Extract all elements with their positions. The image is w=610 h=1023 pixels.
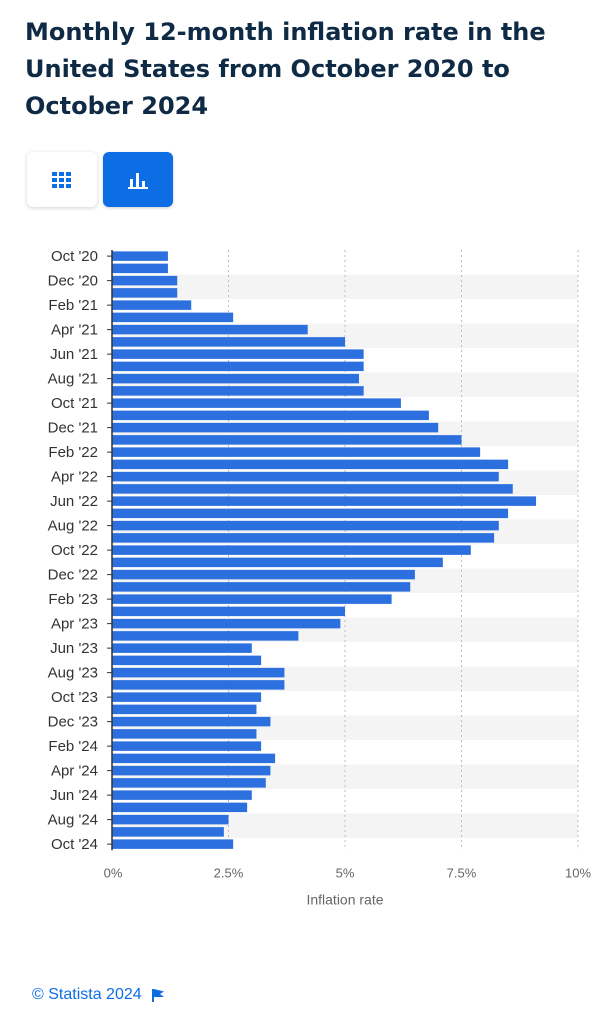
bar <box>112 827 224 837</box>
bar <box>112 716 271 727</box>
chart-title: Monthly 12-month inflation rate in the U… <box>25 18 546 120</box>
bar <box>112 337 345 347</box>
bar <box>112 692 262 702</box>
y-tick-label: Aug '23 <box>48 665 98 682</box>
x-tick-label: 2.5% <box>214 865 244 880</box>
bar <box>112 545 471 555</box>
y-tick-label: Oct '23 <box>51 689 98 706</box>
y-tick-label: Jun '21 <box>50 346 98 363</box>
x-tick-label: 0% <box>104 865 123 880</box>
bar <box>112 398 401 408</box>
bar <box>112 324 308 335</box>
chart-area: Oct '20 Dec '20 Feb '21 Apr '21 Jun '21 Aug '… <box>0 240 610 920</box>
bar-chart-icon <box>128 172 148 189</box>
bar <box>112 508 509 519</box>
bar <box>112 422 439 433</box>
bar <box>112 606 345 617</box>
y-tick-label: Feb '21 <box>48 297 98 314</box>
bar <box>112 275 178 286</box>
y-tick-label: Aug '24 <box>48 812 98 829</box>
copyright-link[interactable]: © Statista 2024 <box>32 986 142 1003</box>
y-tick-label: Dec '20 <box>48 273 98 290</box>
bar <box>112 802 248 813</box>
y-tick-label: Dec '22 <box>48 567 98 584</box>
bar <box>112 520 499 531</box>
bar <box>112 667 285 678</box>
bar <box>112 533 495 543</box>
bar <box>112 373 359 384</box>
bar-chart: Oct '20 Dec '20 Feb '21 Apr '21 Jun '21 Aug '… <box>48 248 592 907</box>
grid-icon <box>52 171 71 188</box>
bar <box>112 300 192 310</box>
bar <box>112 704 257 715</box>
bar <box>112 484 513 494</box>
y-tick-label: Jun '22 <box>50 493 98 510</box>
x-tick-label: 10% <box>565 865 591 880</box>
y-tick-label: Jun '24 <box>50 787 98 804</box>
y-tick-label: Feb '22 <box>48 444 98 461</box>
bar <box>112 643 252 653</box>
bar <box>112 753 276 764</box>
chart-view-button[interactable] <box>103 152 173 207</box>
y-tick-label: Oct '24 <box>51 836 98 853</box>
bar <box>112 569 415 580</box>
bar <box>112 447 481 457</box>
bar <box>112 251 168 261</box>
bar <box>112 680 285 690</box>
bar <box>112 386 364 396</box>
flag-icon[interactable] <box>151 988 164 1002</box>
bar <box>112 312 234 323</box>
y-tick-label: Dec '21 <box>48 420 98 437</box>
bar <box>112 263 168 274</box>
footer: © Statista 2024 <box>32 986 164 1004</box>
y-tick-label: Feb '23 <box>48 591 98 608</box>
bar <box>112 410 429 421</box>
x-tick-label: 5% <box>336 865 355 880</box>
table-view-button[interactable] <box>27 152 97 207</box>
bar <box>112 618 341 629</box>
bar <box>112 288 178 298</box>
bar <box>112 459 509 470</box>
bar <box>112 631 299 641</box>
bar <box>112 435 462 445</box>
bar <box>112 729 257 739</box>
bar <box>112 496 537 506</box>
y-tick-label: Oct '22 <box>51 542 98 559</box>
y-tick-label: Apr '23 <box>51 616 98 633</box>
y-tick-label: Oct '21 <box>51 395 98 412</box>
y-tick-label: Dec '23 <box>48 714 98 731</box>
bar <box>112 814 229 825</box>
x-tick-label: 7.5% <box>447 865 477 880</box>
bar <box>112 594 392 604</box>
y-tick-label: Feb '24 <box>48 738 98 755</box>
bar <box>112 557 443 568</box>
bar <box>112 361 364 372</box>
y-tick-label: Apr '22 <box>51 469 98 486</box>
bar <box>112 790 252 800</box>
bar <box>112 741 262 751</box>
y-tick-label: Aug '21 <box>48 371 98 388</box>
y-tick-label: Jun '23 <box>50 640 98 657</box>
y-tick-label: Apr '24 <box>51 763 98 780</box>
bar <box>112 655 262 666</box>
y-tick-label: Oct '20 <box>51 248 98 265</box>
y-tick-label: Apr '21 <box>51 322 98 339</box>
x-axis-label: Inflation rate <box>306 891 383 907</box>
bar <box>112 582 411 592</box>
bar <box>112 839 234 849</box>
bar <box>112 349 364 359</box>
bar <box>112 778 266 788</box>
bar <box>112 765 271 776</box>
bar <box>112 471 499 482</box>
y-tick-label: Aug '22 <box>48 518 98 535</box>
